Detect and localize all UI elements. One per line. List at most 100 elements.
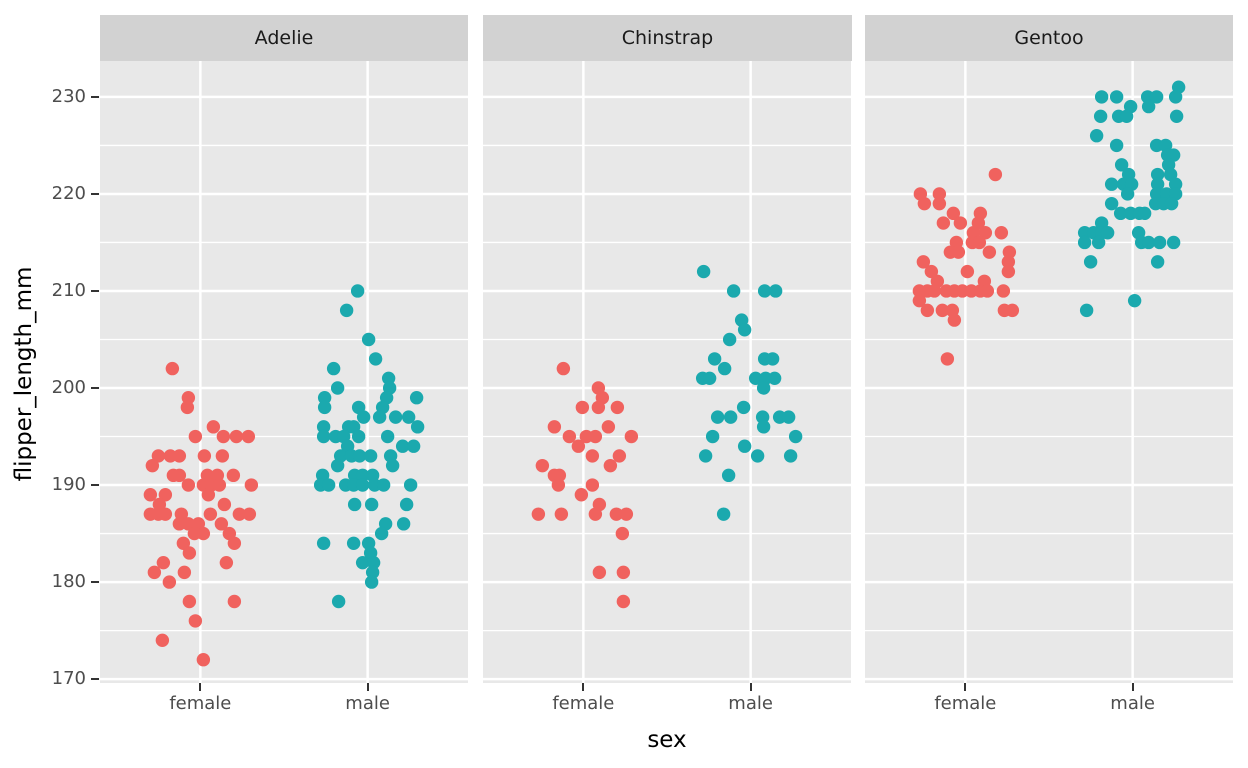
data-point-chinstrap-female	[554, 507, 569, 521]
data-point-chinstrap-female	[562, 429, 577, 444]
data-point-adelie-male	[372, 410, 387, 424]
data-point-adelie-female	[156, 555, 171, 570]
data-point-gentoo-female	[917, 196, 932, 211]
data-point-gentoo-male	[1104, 177, 1119, 191]
data-point-adelie-male	[317, 400, 332, 415]
facet-strip-label: Chinstrap	[621, 27, 714, 49]
data-point-gentoo-male	[1077, 235, 1092, 250]
y-axis-tick-label: 170	[51, 668, 86, 690]
facet-strip-adelie: Adelie	[100, 15, 468, 61]
data-point-chinstrap-female	[592, 565, 607, 580]
data-point-adelie-male	[364, 497, 379, 512]
data-point-adelie-female	[187, 526, 202, 541]
data-point-adelie-male	[406, 439, 421, 453]
data-point-chinstrap-male	[750, 449, 765, 463]
data-point-gentoo-male	[1089, 129, 1104, 143]
y-axis-tick-mark	[91, 95, 99, 98]
data-point-chinstrap-female	[575, 400, 590, 415]
x-axis-tick-label-female: female	[169, 693, 232, 714]
y-axis-tick-mark	[91, 581, 99, 584]
data-point-chinstrap-female	[609, 507, 624, 521]
data-point-adelie-male	[381, 371, 396, 386]
data-point-gentoo-female	[946, 206, 961, 221]
data-point-adelie-male	[399, 497, 414, 512]
data-point-chinstrap-male	[755, 410, 770, 424]
data-point-adelie-male	[326, 361, 341, 376]
data-point-gentoo-male	[1137, 206, 1152, 221]
data-point-chinstrap-male	[716, 507, 731, 521]
data-point-chinstrap-female	[551, 478, 566, 492]
data-point-adelie-female	[177, 565, 192, 580]
panel-background	[100, 61, 468, 683]
data-point-gentoo-female	[936, 216, 951, 230]
data-point-chinstrap-female	[588, 507, 603, 521]
data-point-chinstrap-male	[726, 284, 741, 298]
data-point-gentoo-male	[1109, 138, 1124, 153]
data-point-gentoo-female	[916, 255, 931, 269]
data-point-gentoo-male	[1100, 226, 1115, 240]
data-point-adelie-female	[217, 497, 232, 512]
data-point-adelie-male	[350, 284, 365, 298]
facet-panel-gentoo	[865, 61, 1233, 683]
data-point-gentoo-male	[1141, 99, 1156, 114]
data-point-adelie-female	[181, 517, 196, 531]
data-point-chinstrap-male	[783, 449, 798, 463]
data-point-chinstrap-female	[571, 439, 586, 453]
data-point-chinstrap-female	[588, 429, 603, 444]
data-point-gentoo-female	[988, 167, 1003, 182]
data-point-adelie-female	[206, 420, 221, 434]
data-point-adelie-male	[403, 478, 418, 492]
data-point-gentoo-female	[920, 303, 935, 318]
data-point-chinstrap-male	[707, 352, 722, 366]
y-axis-tick-label: 200	[51, 377, 86, 398]
data-point-chinstrap-female	[610, 400, 625, 415]
data-point-adelie-male	[366, 555, 381, 570]
y-axis-tick-label: 210	[51, 279, 86, 301]
data-point-adelie-male	[316, 429, 331, 444]
data-point-adelie-male	[364, 575, 379, 589]
data-point-gentoo-male	[1104, 196, 1119, 211]
data-point-adelie-male	[363, 449, 378, 463]
data-point-chinstrap-female	[585, 478, 600, 492]
y-axis-tick-mark	[91, 678, 99, 681]
y-axis-tick-mark	[91, 484, 99, 487]
data-point-adelie-male	[396, 517, 411, 531]
data-point-gentoo-male	[1149, 187, 1164, 201]
data-point-gentoo-female	[972, 235, 987, 250]
x-axis-tick-label-female: female	[552, 693, 615, 714]
x-axis-tick-label-male: male	[728, 693, 773, 714]
data-point-chinstrap-female	[619, 507, 634, 521]
data-point-gentoo-male	[1141, 235, 1156, 250]
data-point-adelie-male	[351, 429, 366, 444]
data-point-adelie-female	[229, 429, 244, 444]
data-point-chinstrap-female	[591, 400, 606, 415]
data-point-chinstrap-female	[547, 420, 562, 434]
x-axis-tick-mark	[199, 683, 202, 691]
data-point-gentoo-female	[935, 303, 950, 318]
data-point-chinstrap-female	[624, 429, 639, 444]
panel-background	[483, 61, 851, 683]
data-point-adelie-male	[355, 555, 370, 570]
data-point-chinstrap-male	[737, 439, 752, 453]
data-point-adelie-female	[180, 400, 195, 415]
x-axis-tick-label-female: female	[934, 693, 997, 714]
data-point-gentoo-male	[1109, 90, 1124, 104]
data-point-adelie-male	[361, 332, 376, 347]
data-point-adelie-male	[395, 439, 410, 453]
data-point-gentoo-female	[978, 226, 993, 240]
x-axis-tick-label-male: male	[1110, 693, 1155, 714]
data-point-adelie-female	[241, 429, 256, 444]
x-axis-tick-mark	[964, 683, 967, 691]
data-point-adelie-male	[316, 536, 331, 550]
data-point-chinstrap-male	[756, 381, 771, 395]
data-point-adelie-female	[172, 468, 187, 483]
data-point-gentoo-female	[966, 226, 981, 240]
data-point-adelie-female	[158, 507, 173, 521]
data-point-chinstrap-male	[765, 352, 780, 366]
data-point-gentoo-male	[1083, 255, 1098, 269]
data-point-chinstrap-male	[723, 410, 738, 424]
data-point-chinstrap-female	[574, 488, 589, 502]
data-point-adelie-female	[155, 633, 170, 648]
data-point-adelie-male	[374, 526, 389, 541]
x-axis-tick-mark	[1131, 683, 1134, 691]
